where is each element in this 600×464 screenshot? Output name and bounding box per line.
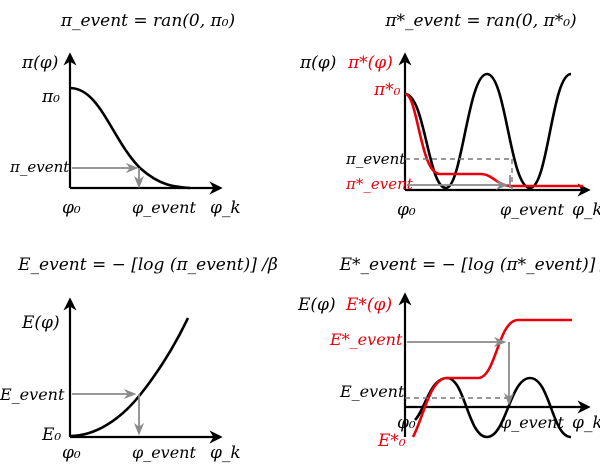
y-axis-label-red: π*(φ) [347, 53, 393, 73]
y-tick-e-event: E_event [0, 385, 65, 404]
x-tick-phi-event: φ_event [132, 443, 196, 462]
y-tick-pi-event: π_event [345, 150, 406, 168]
x-tick-phi0: φ₀ [397, 413, 416, 433]
x-axis-label: φ_k [210, 443, 241, 463]
y-tick-pi-event-star: π*_event [345, 175, 414, 193]
panel-top-right: π*_event = ran(0, π*₀) π(φ) π*(φ) π*₀ π_… [299, 11, 600, 220]
y-axis-label-red: E*(φ) [345, 295, 392, 315]
panel-title: π*_event = ran(0, π*₀) [384, 11, 576, 31]
y-tick-pi0: π₀ [41, 87, 60, 107]
y-tick-e0: E₀ [41, 425, 61, 445]
x-axis-label: φ_k [210, 198, 241, 218]
x-axis-label: φ_k [572, 413, 600, 433]
y-tick-e-event-star: E*_event [329, 330, 403, 349]
panel-top-left: π_event = ran(0, π₀) π(φ) π₀ π_event φ₀ … [9, 11, 241, 218]
y-tick-e-event: E_event [339, 382, 405, 401]
y-axis-label: E(φ) [21, 313, 60, 333]
energy-curve [69, 317, 190, 438]
pi-curve [69, 86, 191, 190]
pi-curve-black [404, 72, 572, 190]
y-tick-pi0-star: π*₀ [373, 80, 401, 100]
x-tick-phi0: φ₀ [397, 200, 416, 220]
x-tick-phi-event: φ_event [132, 198, 196, 217]
y-axis-label-black: π(φ) [299, 53, 336, 73]
panel-title: π_event = ran(0, π₀) [60, 11, 235, 31]
panel-title: E_event = − [log (π_event)] /β [17, 255, 278, 275]
panel-bottom-left: E_event = − [log (π_event)] /β E(φ) E_ev… [0, 255, 278, 463]
x-tick-phi-event: φ_event [500, 413, 564, 432]
y-axis-label: π(φ) [21, 53, 58, 73]
x-tick-phi0: φ₀ [62, 198, 81, 218]
y-axis-label-black: E(φ) [297, 295, 336, 315]
y-tick-pi-event: π_event [9, 158, 70, 176]
x-axis-label: φ_k [572, 200, 600, 220]
energy-star-curve-red [411, 318, 572, 438]
panel-bottom-right: E*_event = − [log (π*_event)] /β E(φ) E*… [297, 255, 600, 451]
y-tick-e0-star: E*₀ [377, 431, 406, 451]
x-tick-phi-event: φ_event [500, 200, 564, 219]
x-tick-phi0: φ₀ [62, 443, 81, 463]
panel-title: E*_event = − [log (π*_event)] /β [339, 255, 600, 275]
